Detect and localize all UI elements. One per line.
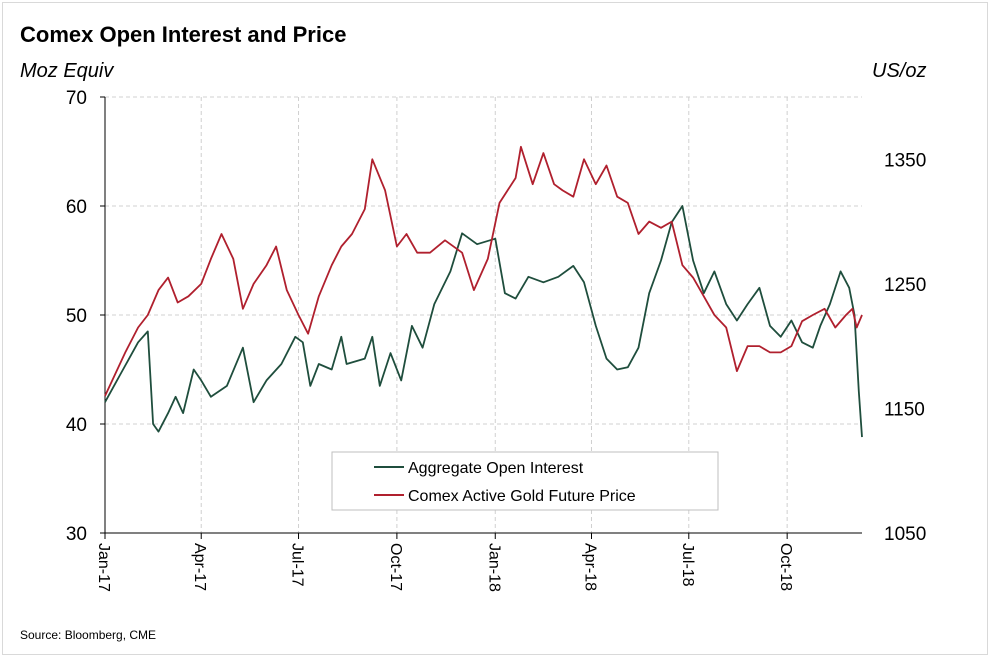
y-right-tick-label: 1350: [884, 150, 926, 171]
source-note: Source: Bloomberg, CME: [20, 628, 157, 642]
y-left-tick-label: 60: [66, 197, 87, 218]
x-tick-label: Jan-18: [485, 543, 502, 592]
x-tick-label: Oct-17: [387, 543, 404, 591]
y-left-tick-label: 50: [66, 306, 87, 327]
y-axis-right-label: US/oz: [872, 60, 927, 82]
y-right-tick-label: 1150: [884, 399, 925, 420]
series-line-open-interest: [104, 205, 863, 438]
y-right-tick-label: 1250: [884, 275, 926, 296]
x-tick-label: Oct-18: [777, 543, 794, 591]
x-tick-label: Jul-17: [289, 543, 306, 587]
y-left-tick-label: 40: [66, 415, 87, 436]
legend-box: [331, 451, 719, 511]
y-right-tick-label: 1050: [884, 524, 926, 545]
x-tick-label: Apr-17: [191, 543, 208, 591]
x-tick-label: Jan-17: [95, 543, 112, 592]
y-axis-left-label: Moz Equiv: [20, 60, 114, 82]
legend-label: Comex Active Gold Future Price: [408, 488, 636, 505]
x-tick-label: Apr-18: [581, 543, 598, 591]
y-left-tick-label: 70: [66, 88, 87, 109]
legend-label: Aggregate Open Interest: [408, 460, 584, 477]
chart-title: Comex Open Interest and Price: [20, 22, 347, 47]
x-tick-label: Jul-18: [679, 543, 696, 587]
series-line-gold-price: [104, 145, 863, 397]
y-left-tick-label: 30: [66, 524, 87, 545]
